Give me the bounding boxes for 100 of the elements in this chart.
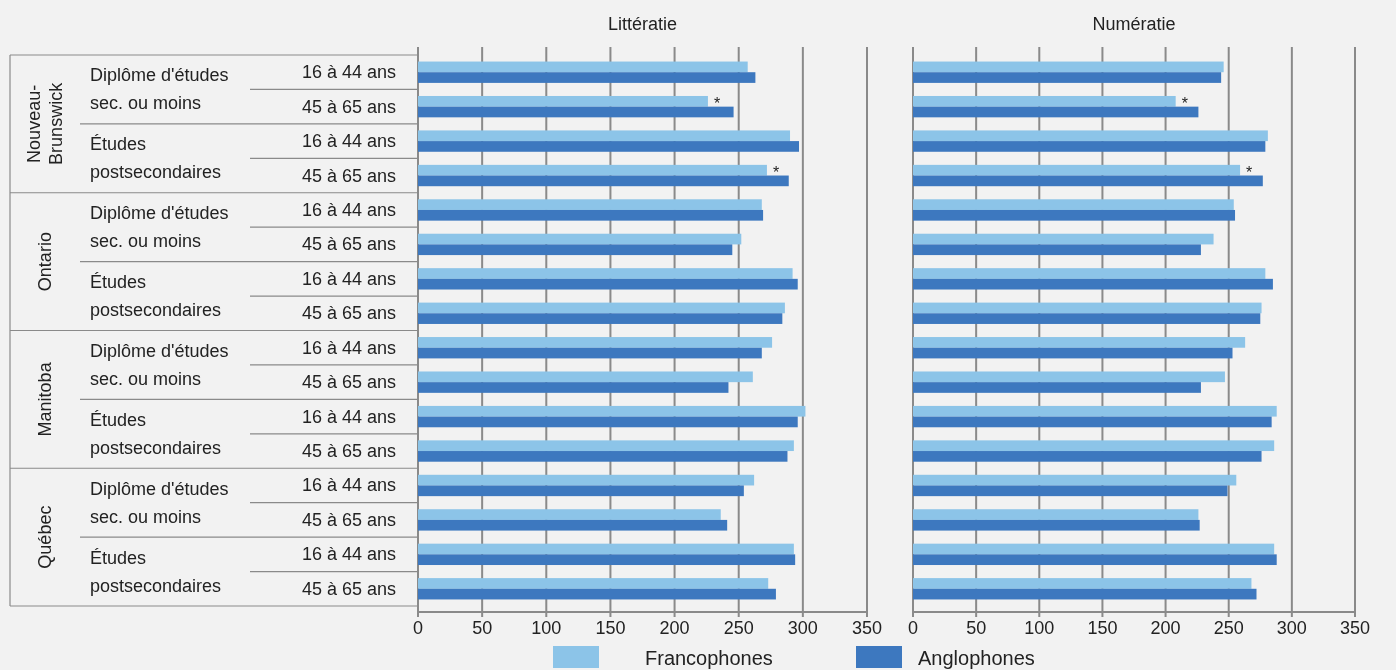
bar: [913, 199, 1234, 210]
bar: [418, 382, 729, 393]
x-tick-label: 200: [659, 618, 690, 638]
bar: [913, 451, 1262, 462]
bar: [418, 519, 728, 531]
y-tick-label: 16 à 44 ans: [301, 268, 396, 289]
bar: [913, 244, 1201, 256]
x-tick-label: 100: [531, 618, 562, 638]
text: Diplôme d'études sec. ou moins: [90, 340, 229, 389]
bar: [913, 347, 1233, 359]
x-tick-label: 350: [1339, 618, 1371, 638]
bar: [913, 416, 1272, 428]
bar: [418, 141, 800, 152]
bar: [418, 164, 767, 176]
bar: [913, 519, 1200, 531]
chart-title: Littératie: [607, 14, 678, 34]
y-tick-label: 16 à 44 ans: [301, 199, 396, 220]
bar: [418, 302, 785, 314]
x-tick-label: 50: [966, 618, 987, 638]
x-tick-label: 0: [907, 618, 919, 638]
y-tick-label: 45 à 65 ans: [301, 165, 396, 186]
bar: [418, 278, 798, 290]
bar: [913, 302, 1262, 314]
y-tick-label: 16 à 44 ans: [301, 475, 396, 496]
x-tick-label: 200: [1150, 618, 1181, 638]
y-tick-label: 45 à 65 ans: [301, 303, 396, 324]
text: Diplôme d'études sec. ou moins: [90, 203, 229, 252]
data-label: *: [1246, 163, 1253, 181]
x-tick-label: 300: [787, 618, 818, 638]
bar: [418, 313, 783, 324]
bar: [418, 347, 762, 359]
x-tick-label: 300: [1276, 618, 1307, 638]
bar: [418, 451, 788, 462]
x-tick-label: 150: [595, 618, 626, 638]
text: Manitoba: [35, 361, 55, 437]
y-tick-label: 45 à 65 ans: [301, 372, 396, 393]
bar: [913, 72, 1222, 83]
x-tick-label: 100: [1024, 618, 1055, 638]
text: Diplôme d'études sec. ou moins: [90, 65, 229, 114]
bar: [913, 554, 1277, 566]
x-tick-label: 50: [472, 618, 493, 638]
text: Études postsecondaires: [90, 272, 222, 321]
y-tick-label: 16 à 44 ans: [301, 62, 396, 83]
text: Études postsecondaires: [90, 134, 222, 183]
text: Études postsecondaires: [90, 547, 222, 596]
bar: [913, 509, 1199, 520]
text: Nouveau-Brunswick: [24, 81, 66, 165]
bar: [418, 268, 793, 279]
y-tick-label: 45 à 65 ans: [301, 441, 396, 462]
bar: [913, 588, 1257, 600]
bar: [913, 209, 1236, 221]
bar: [418, 485, 744, 497]
bar: [418, 578, 769, 589]
bar: [418, 199, 762, 210]
bar: [418, 440, 794, 452]
bar: [418, 209, 764, 221]
legend-label: Anglophones: [918, 647, 1035, 669]
y-tick-label: 45 à 65 ans: [301, 234, 396, 255]
bar: [913, 405, 1277, 417]
bar: [913, 141, 1266, 152]
legend-label: Francophones: [645, 647, 773, 669]
bar: [913, 337, 1246, 348]
bar: [418, 130, 791, 142]
x-tick-label: 150: [1087, 618, 1118, 638]
bar: [418, 474, 755, 486]
x-tick-label: 250: [723, 618, 754, 638]
y-tick-label: 16 à 44 ans: [301, 131, 396, 152]
bar: [418, 106, 734, 118]
bar: [418, 543, 794, 555]
bar: [913, 268, 1266, 279]
bar: [913, 106, 1199, 118]
text: Diplôme d'études sec. ou moins: [90, 478, 229, 527]
bar: [913, 313, 1261, 324]
bar: [913, 543, 1275, 555]
x-tick-label: 0: [412, 618, 424, 638]
bar: [913, 164, 1241, 176]
y-tick-label: 45 à 65 ans: [301, 509, 396, 530]
text: Québec: [35, 505, 55, 569]
bar: [418, 61, 748, 73]
bar: [418, 405, 806, 417]
bar: [913, 278, 1273, 290]
bar: [913, 233, 1214, 245]
data-label: *: [1181, 94, 1188, 112]
bar: [418, 95, 708, 107]
data-label: *: [713, 94, 721, 112]
bar: [418, 416, 798, 428]
x-tick-label: 250: [1213, 618, 1244, 638]
text: Ontario: [35, 232, 55, 292]
bar: [913, 578, 1252, 589]
bar: [913, 95, 1176, 107]
y-tick-label: 45 à 65 ans: [301, 96, 396, 117]
y-tick-label: 16 à 44 ans: [301, 406, 396, 427]
bar: [418, 337, 773, 348]
bar: [418, 233, 742, 245]
bar: [913, 474, 1237, 486]
y-tick-label: 45 à 65 ans: [301, 578, 396, 599]
bar: [913, 371, 1225, 383]
bar: [418, 72, 756, 83]
bar: [418, 554, 796, 566]
bar: [418, 175, 789, 187]
